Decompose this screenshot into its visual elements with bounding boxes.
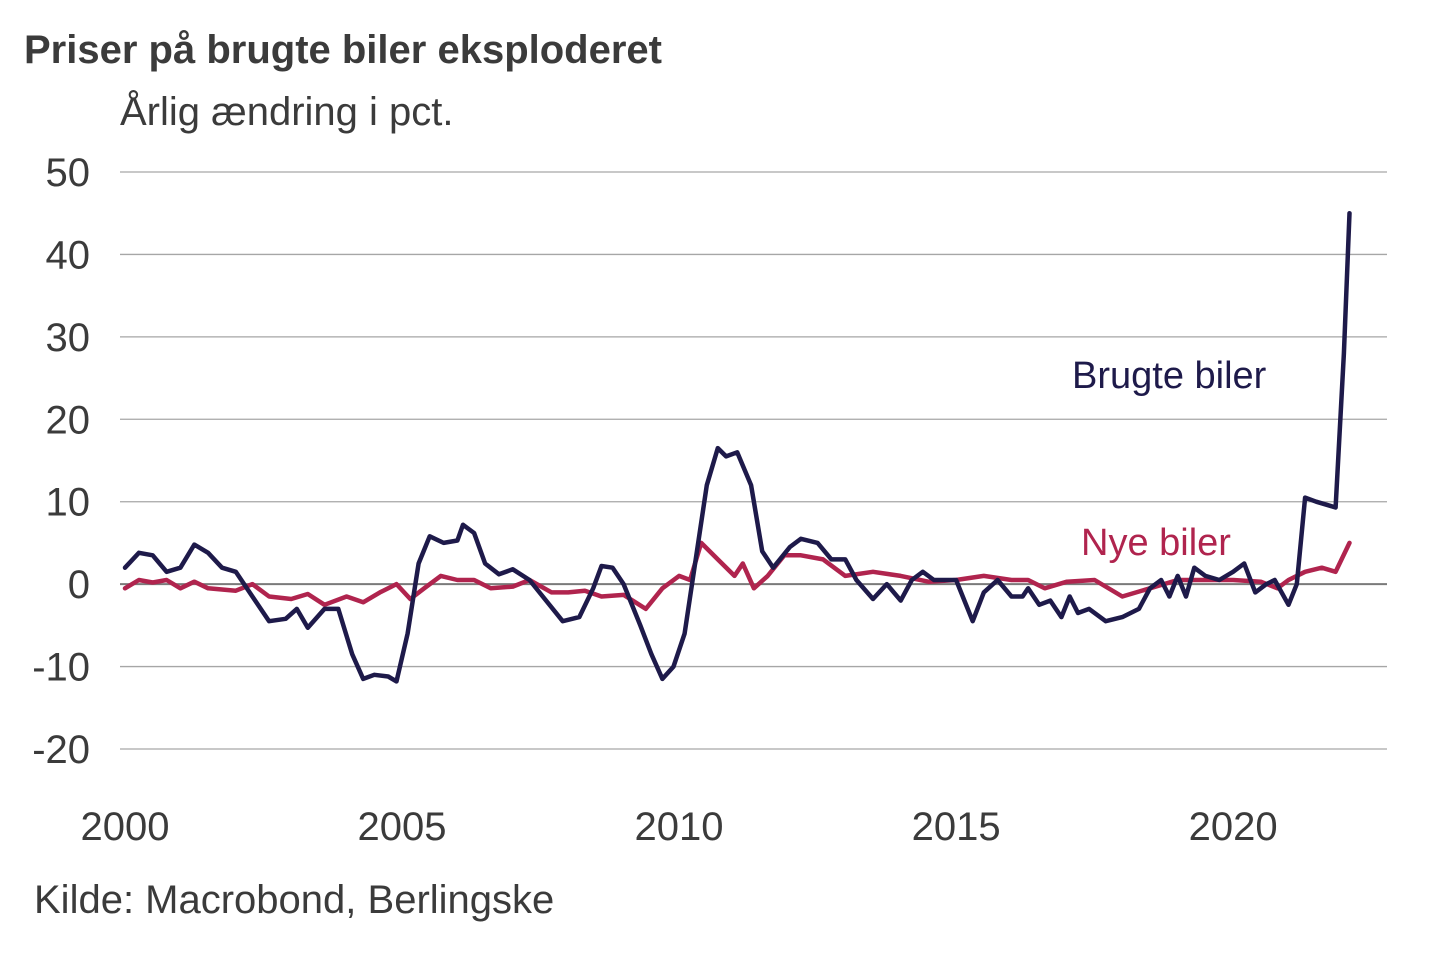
y-axis-tick-labels: 50 40 30 20 10 0 -10 -20 [32,151,90,772]
y-tick-label: 20 [46,398,91,442]
series-label-nye-biler: Nye biler [1081,522,1231,564]
x-tick-label: 2000 [81,805,170,849]
y-tick-label: 40 [46,233,91,277]
series-label-brugte-biler: Brugte biler [1072,355,1267,397]
x-tick-label: 2020 [1189,805,1278,849]
chart-subtitle: Årlig ændring i pct. [120,90,454,134]
y-tick-label: 0 [68,563,90,607]
x-tick-label: 2015 [912,805,1001,849]
x-tick-label: 2005 [358,805,447,849]
chart-source: Kilde: Macrobond, Berlingske [34,878,555,922]
grid-lines [120,171,1387,750]
chart-title: Priser på brugte biler eksploderet [24,28,662,72]
y-tick-label: 50 [46,151,91,195]
x-axis-tick-labels: 2000 2005 2010 2015 2020 [81,805,1278,849]
y-tick-label: 30 [46,316,91,360]
y-tick-label: -10 [32,646,90,690]
x-tick-label: 2010 [635,805,724,849]
series-line-brugte-biler [122,210,1352,684]
y-tick-label: -20 [32,728,90,772]
series-line-nye-biler [122,540,1352,612]
y-tick-label: 10 [46,481,91,525]
series-lines [122,210,1352,684]
